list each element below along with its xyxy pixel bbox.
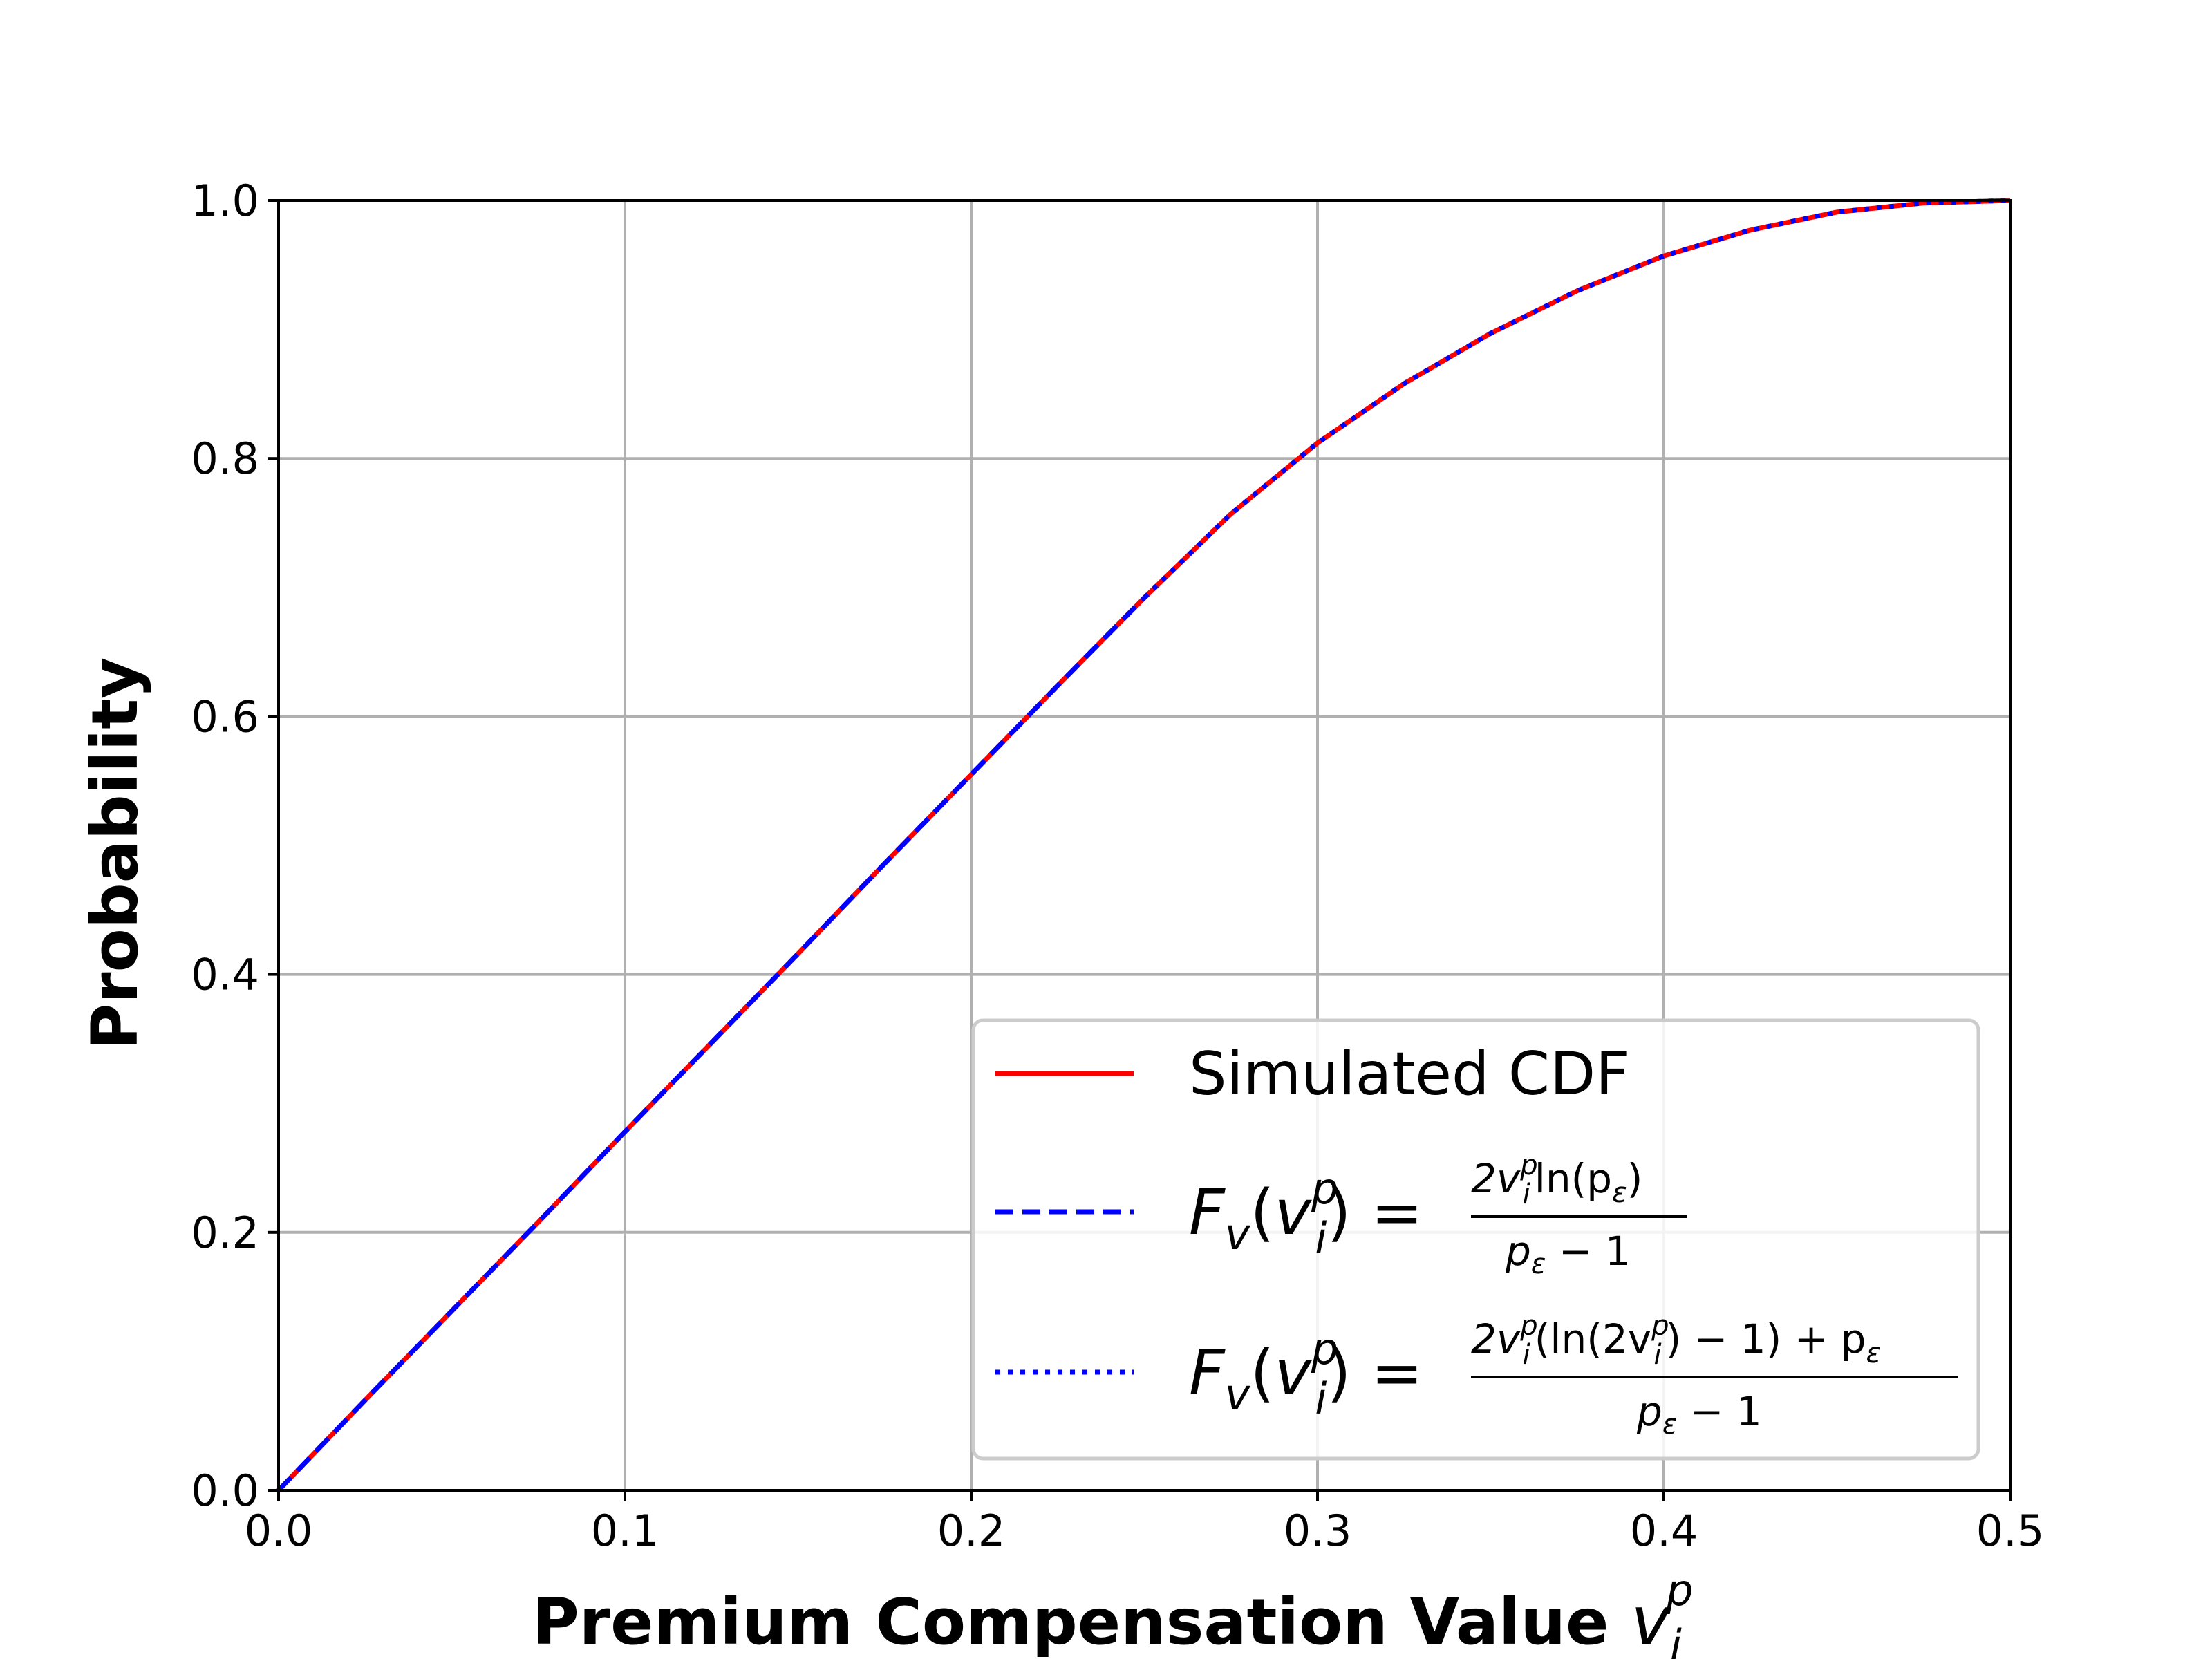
legend-formula-linear-numerator: 2vp i ln(pε) xyxy=(1471,1150,1642,1210)
y-tick-label: 0.4 xyxy=(191,950,259,1000)
x-tick-label: 0.2 xyxy=(937,1506,1006,1556)
x-tick-label: 0.4 xyxy=(1630,1506,1698,1556)
x-axis-symbol-sup: p xyxy=(1665,1565,1693,1615)
x-tick-label: 0.3 xyxy=(1284,1506,1352,1556)
legend-formula-linear-denominator: pε − 1 xyxy=(1505,1228,1631,1280)
x-tick-label: 0.0 xyxy=(245,1506,313,1556)
y-axis-title: Probability xyxy=(78,657,152,1050)
y-tick-label: 1.0 xyxy=(191,176,259,226)
legend-label-formula-linear-lhs: Fv(vp i) = xyxy=(1189,1163,1423,1264)
y-tick-label: 0.6 xyxy=(191,691,259,742)
x-axis-title: Premium Compensation Value vp i xyxy=(532,1565,1693,1659)
y-tick-label: 0.0 xyxy=(191,1465,259,1516)
x-tick-label: 0.1 xyxy=(591,1506,659,1556)
legend-label-formula-log-lhs: Fv(vp i) = xyxy=(1189,1324,1423,1424)
legend-box xyxy=(971,1018,1980,1461)
x-axis-title-text: Premium Compensation Value xyxy=(532,1585,1609,1659)
legend-formula-log-numerator: 2vp i (ln(2vp i) − 1) + pε xyxy=(1471,1310,1881,1371)
legend-formula-log-denominator: pε − 1 xyxy=(1636,1388,1762,1441)
y-tick-label: 0.2 xyxy=(191,1208,259,1258)
series-formula-linear xyxy=(276,596,1146,1492)
y-tick-label: 0.8 xyxy=(191,433,259,484)
x-axis-symbol: v xyxy=(1631,1582,1671,1659)
axis-ticks: 0.0 0.1 0.2 0.3 0.4 0.5 0.0 0.2 0.4 0.6 0.8 1.0 xyxy=(191,176,2044,1556)
legend: Simulated CDF Fv(vp i) = 2vp i ln(pε) pε − … xyxy=(971,1018,1980,1461)
series-formula-log xyxy=(1143,198,2011,600)
x-tick-label: 0.5 xyxy=(1976,1506,2045,1556)
legend-label-simulated: Simulated CDF xyxy=(1189,1040,1630,1109)
plot-frame xyxy=(277,199,2012,1492)
series-lines xyxy=(276,198,2011,1492)
x-axis-symbol-sub: i xyxy=(1670,1620,1682,1659)
